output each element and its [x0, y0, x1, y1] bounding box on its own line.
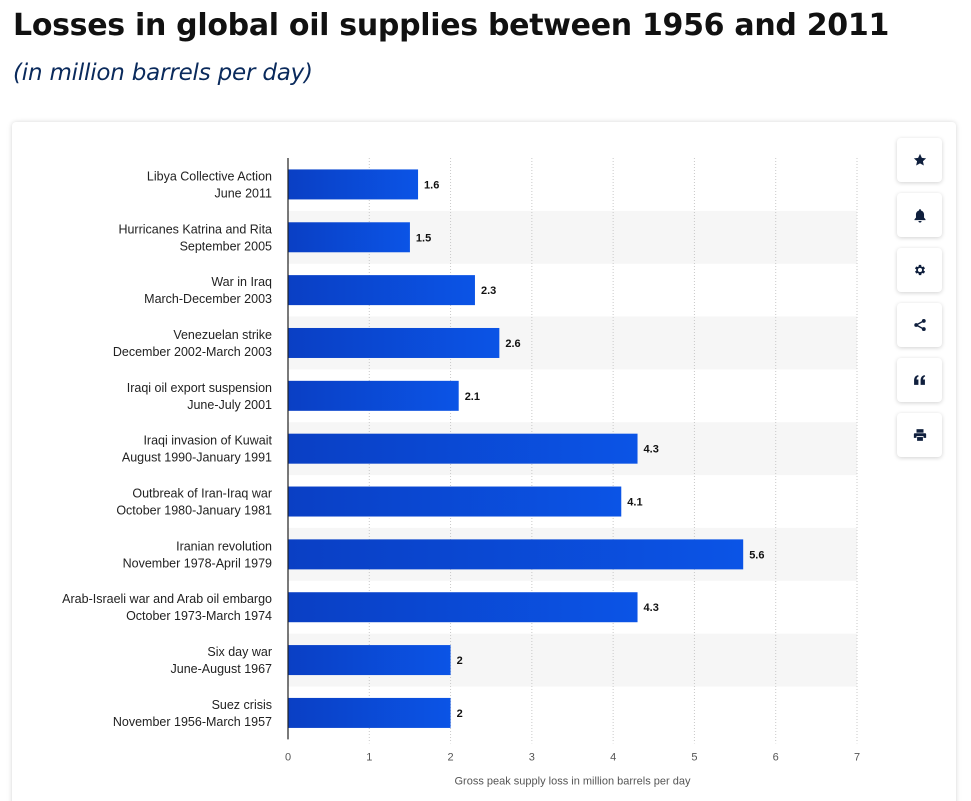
print-icon [913, 429, 926, 441]
bar [288, 169, 419, 200]
bar [288, 275, 475, 306]
page-title: Losses in global oil supplies between 19… [13, 8, 890, 43]
favorite-button[interactable] [897, 138, 942, 182]
category-label-line2: October 1980-January 1981 [116, 504, 272, 518]
category-label-line1: Venezuelan strike [173, 328, 272, 342]
category-label-line1: Iraqi oil export suspension [127, 381, 272, 395]
star-icon [913, 153, 926, 166]
x-tick-label: 7 [854, 751, 860, 763]
chart-toolbar [897, 138, 942, 468]
data-labels: 1.6 1.5 2.3 2.6 2.1 4.3 4.1 5.6 4.3 2 2 [416, 179, 765, 720]
x-tick-label: 4 [610, 751, 616, 763]
bell-icon [914, 208, 925, 223]
category-label-line2: June-July 2001 [187, 398, 272, 412]
bar [288, 433, 638, 464]
data-label: 4.3 [644, 444, 659, 456]
category-label-line1: Iranian revolution [176, 539, 272, 553]
bar-chart: 1.6 1.5 2.3 2.6 2.1 4.3 4.1 5.6 4.3 2 2 Libya Coll… [62, 158, 860, 787]
data-label: 1.5 [416, 232, 431, 244]
bar [288, 486, 622, 517]
cite-button[interactable] [897, 358, 942, 402]
category-label-line1: Suez crisis [212, 698, 272, 712]
bar [288, 539, 744, 570]
x-tick-label: 5 [691, 751, 697, 763]
data-label: 2 [457, 708, 463, 720]
x-axis-label: Gross peak supply loss in million barrel… [455, 775, 691, 787]
x-tick-label: 6 [773, 751, 779, 763]
gear-icon [914, 264, 925, 276]
data-label: 2.3 [481, 285, 496, 297]
settings-button[interactable] [897, 248, 942, 292]
category-label-line2: June-August 1967 [171, 662, 273, 676]
data-label: 4.1 [627, 497, 642, 509]
bar [288, 222, 410, 253]
x-tick-label: 1 [366, 751, 372, 763]
data-label: 2.6 [505, 338, 520, 350]
bar [288, 697, 451, 728]
bar [288, 380, 459, 411]
category-label-line2: March-December 2003 [144, 292, 272, 306]
category-label-line2: November 1956-March 1957 [113, 715, 272, 729]
share-icon [913, 318, 926, 332]
data-label: 4.3 [644, 602, 659, 614]
bars [288, 169, 744, 728]
x-tick-labels: 0 1 2 3 4 5 6 7 [285, 751, 860, 763]
category-label-line2: November 1978-April 1979 [123, 556, 272, 570]
category-label-line1: Hurricanes Katrina and Rita [118, 222, 272, 236]
category-label-line2: September 2005 [180, 239, 272, 253]
data-label: 2.1 [465, 391, 480, 403]
page-subtitle: (in million barrels per day) [13, 60, 313, 86]
category-label-line1: Arab-Israeli war and Arab oil embargo [62, 592, 272, 606]
share-button[interactable] [897, 303, 942, 347]
category-label-line1: Outbreak of Iran-Iraq war [132, 487, 272, 501]
data-label: 2 [457, 655, 463, 667]
category-label-line1: War in Iraq [211, 275, 272, 289]
category-label-line1: Libya Collective Action [147, 169, 272, 183]
data-label: 5.6 [749, 549, 764, 561]
notification-button[interactable] [897, 193, 942, 237]
bar [288, 645, 451, 676]
category-label-line1: Iraqi invasion of Kuwait [143, 434, 272, 448]
category-label-line2: August 1990-January 1991 [122, 451, 272, 465]
data-label: 1.6 [424, 179, 439, 191]
category-label-line2: October 1973-March 1974 [126, 609, 272, 623]
category-labels: Libya Collective Action June 2011 Hurrican… [62, 169, 273, 729]
x-tick-label: 2 [448, 751, 454, 763]
category-label-line1: Six day war [207, 645, 272, 659]
category-label-line2: June 2011 [215, 186, 273, 200]
print-button[interactable] [897, 413, 942, 457]
quote-icon [914, 375, 926, 385]
x-tick-label: 3 [529, 751, 535, 763]
x-tick-label: 0 [285, 751, 291, 763]
bar [288, 327, 500, 358]
category-label-line2: December 2002-March 2003 [113, 345, 272, 359]
bar [288, 592, 638, 623]
